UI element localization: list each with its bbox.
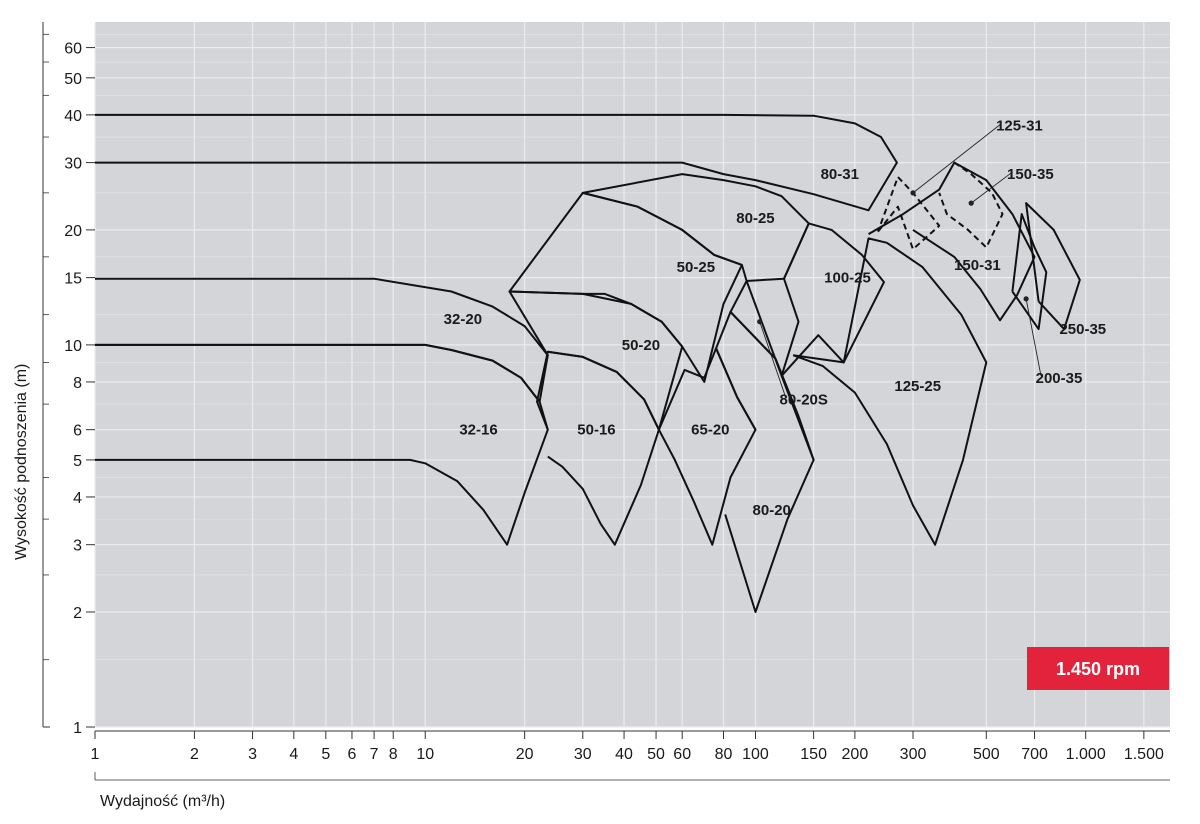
x-tick-label: 40 [615, 746, 633, 763]
y-tick-label: 8 [73, 375, 82, 392]
curve-label-200-35: 200-35 [1036, 370, 1083, 387]
leader-line-80-20S [759, 321, 787, 398]
pump-curve-125-31 [877, 176, 941, 251]
x-tick-label: 1.500 [1124, 746, 1164, 763]
curve-label-100-25: 100-25 [824, 270, 871, 287]
x-tick-label: 500 [973, 746, 1000, 763]
speed-badge: 1.450 rpm [1027, 647, 1169, 690]
y-tick-label: 60 [64, 41, 82, 58]
y-axis-title: Wysokość podnoszenia (m) [13, 364, 30, 560]
curve-label-80-25: 80-25 [736, 210, 774, 227]
leader-line-150-35 [970, 171, 1013, 204]
curve-label-80-20S: 80-20S [780, 391, 828, 408]
curve-label-50-25: 50-25 [677, 259, 715, 276]
curve-label-65-20: 65-20 [691, 422, 729, 439]
curve-label-80-31: 80-31 [821, 166, 859, 183]
leader-line-200-35 [1025, 298, 1042, 376]
leader-dot-200-35 [1023, 296, 1029, 302]
pump-curve-150-31 [867, 161, 1036, 322]
x-tick-label: 7 [370, 746, 379, 763]
y-tick-label: 3 [73, 538, 82, 555]
y-tick-label: 2 [73, 605, 82, 622]
x-tick-label: 80 [715, 746, 733, 763]
speed-badge-background [1027, 647, 1169, 690]
y-tick-label: 30 [64, 156, 82, 173]
y-tick-label: 50 [64, 71, 82, 88]
y-tick-label: 6 [73, 423, 82, 440]
curve-labels: 32-16 32-20 50-16 50-20 65-20 50-25 80-20 80-20… [444, 118, 1106, 519]
x-tick-label: 8 [389, 746, 398, 763]
curve-label-80-20: 80-20 [753, 502, 791, 519]
x-tick-label: 4 [289, 746, 298, 763]
speed-badge-text: 1.450 rpm [1056, 659, 1140, 679]
y-tick-label: 5 [73, 453, 82, 470]
x-tick-label: 5 [321, 746, 330, 763]
curve-label-50-16: 50-16 [577, 422, 615, 439]
x-axis-title: Wydajność (m³/h) [100, 793, 225, 810]
pump-curve-100-25 [780, 222, 885, 377]
x-axis-title-text: Wydajność (m³/h) [100, 793, 225, 810]
pump-curve-125-25 [792, 237, 988, 546]
y-tick-label: 4 [73, 490, 82, 507]
curve-label-125-25: 125-25 [894, 378, 941, 395]
x-tick-label: 2 [190, 746, 199, 763]
pump-curve-200-35 [1011, 213, 1048, 331]
x-tick-label: 50 [647, 746, 665, 763]
x-tick-label: 6 [348, 746, 357, 763]
x-tick-label: 20 [516, 746, 534, 763]
y-tick-label: 10 [64, 338, 82, 355]
x-tick-label: 3 [248, 746, 257, 763]
curve-label-250-35: 250-35 [1059, 321, 1106, 338]
x-tick-label: 1.000 [1066, 746, 1106, 763]
axes: 1 2 3 4 5 6 7 8 10 20 30 40 50 60 80 100 150 200 300 500 700… [42, 22, 1170, 781]
x-tick-label: 1 [91, 746, 100, 763]
curve-label-150-31: 150-31 [954, 257, 1001, 274]
y-tick-label: 20 [64, 223, 82, 240]
leader-dot-125-31 [910, 190, 916, 196]
x-tick-label: 150 [800, 746, 827, 763]
x-tick-label: 700 [1021, 746, 1048, 763]
x-tick-label: 300 [900, 746, 927, 763]
pump-curves [95, 113, 1081, 613]
y-tick-label: 15 [64, 271, 82, 288]
leader-dot-80-20S [757, 319, 763, 325]
plot-background [95, 22, 1170, 727]
curve-label-32-16: 32-16 [459, 422, 497, 439]
curve-label-32-20: 32-20 [444, 311, 482, 328]
x-tick-label: 10 [416, 746, 434, 763]
x-tick-label: 60 [673, 746, 691, 763]
grid-lines [94, 22, 1170, 728]
curve-label-50-20: 50-20 [622, 337, 660, 354]
pump-curve-150-35 [938, 161, 1004, 249]
y-tick-label: 40 [64, 108, 82, 125]
x-tick-label: 30 [574, 746, 592, 763]
pump-curve-80-31 [95, 113, 898, 212]
leader-line-125-31 [912, 123, 1002, 194]
curve-label-150-35: 150-35 [1007, 166, 1054, 183]
y-tick-label: 1 [73, 720, 82, 737]
curve-label-125-31: 125-31 [996, 118, 1043, 135]
pump-curve-250-35 [1025, 202, 1081, 331]
y-axis-title-text: Wysokość podnoszenia (m) [13, 364, 30, 560]
x-tick-label: 100 [742, 746, 769, 763]
leader-dot-150-35 [968, 200, 974, 206]
x-tick-label: 200 [842, 746, 869, 763]
